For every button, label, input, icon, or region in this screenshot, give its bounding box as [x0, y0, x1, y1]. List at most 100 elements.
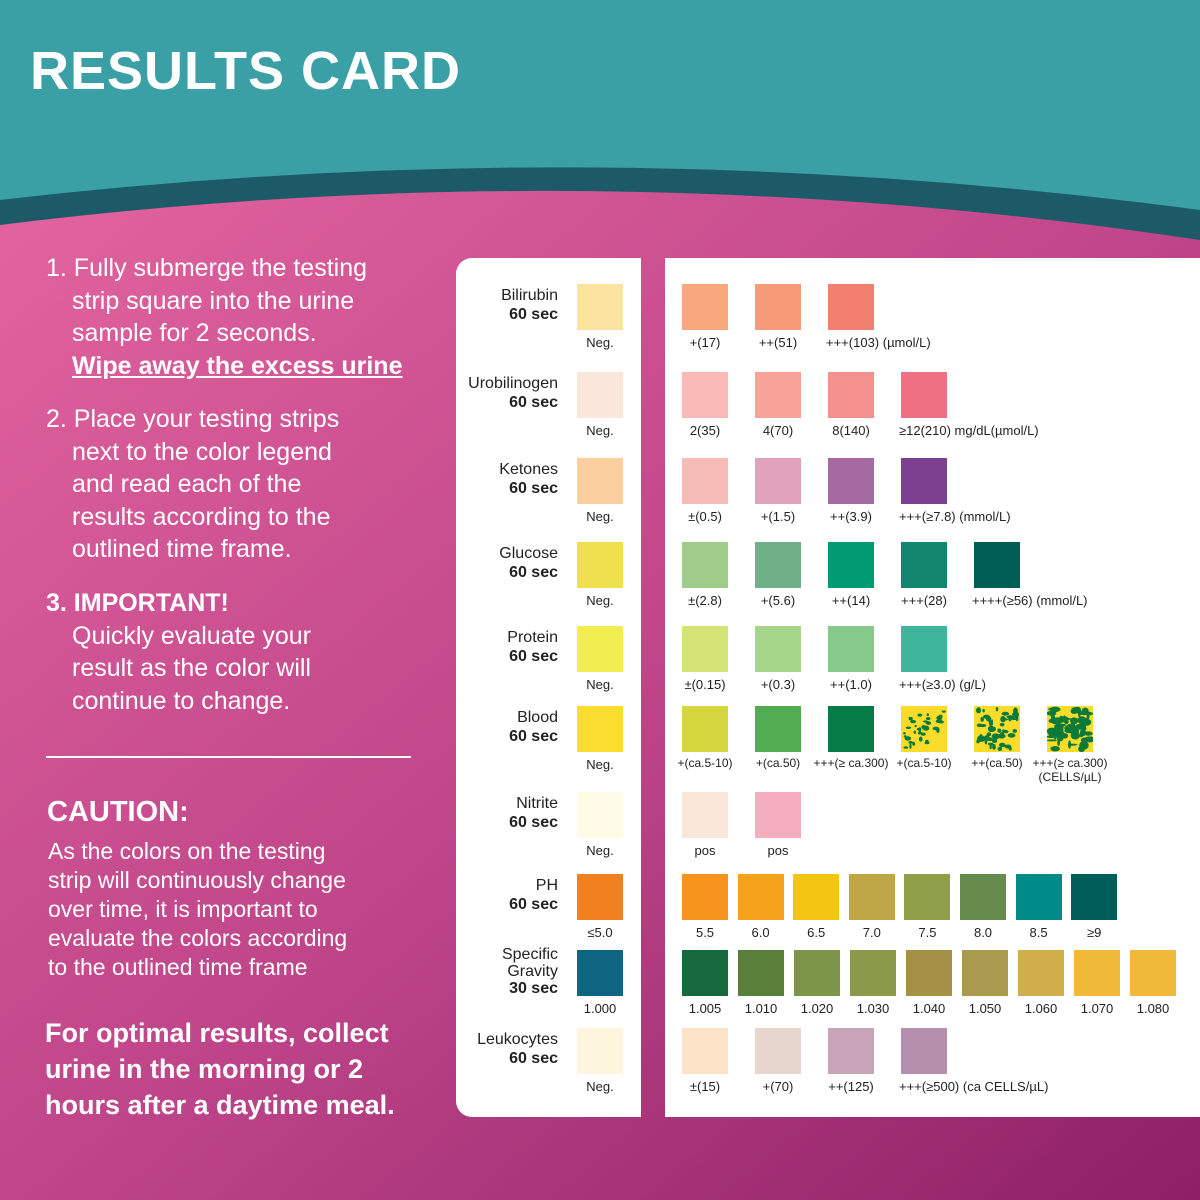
text-line: hours after a daytime meal. [45, 1090, 395, 1120]
spot [999, 742, 1006, 748]
spot [1000, 731, 1005, 738]
spot [989, 744, 992, 750]
text-line: Wipe away the excess urine [72, 351, 403, 380]
spot [997, 746, 1003, 752]
color-swatch [794, 950, 840, 996]
negative-swatch [577, 626, 623, 672]
swatch-label: +(0.3) [760, 677, 796, 692]
swatch-label: 1.080 [1136, 1001, 1170, 1016]
swatch-label: +++(≥ ca.300) (CELLS/µL) [1032, 756, 1108, 784]
color-swatch [755, 542, 801, 588]
color-swatch [793, 874, 840, 920]
spot [979, 734, 983, 740]
spot [982, 708, 985, 713]
spot [992, 743, 996, 750]
spot [1071, 707, 1081, 712]
swatch-label: ++(14) [831, 593, 871, 608]
spot [995, 706, 999, 712]
spot [918, 727, 922, 733]
color-swatch [738, 950, 784, 996]
row-label: Bilirubin 60 sec [501, 286, 558, 324]
color-swatch [848, 874, 895, 920]
spot [913, 730, 917, 734]
spot [1001, 718, 1009, 721]
row-name: Leukocytes [477, 1031, 558, 1048]
color-swatch [828, 1028, 874, 1074]
color-swatch [901, 1028, 947, 1074]
color-swatch [1130, 950, 1176, 996]
spot [912, 741, 916, 746]
negative-swatch [577, 458, 623, 504]
row-name: Ketones [499, 461, 558, 478]
text-line: strip will continuously change [48, 867, 346, 893]
tip-text: For optimal results, collect urine in the… [45, 1015, 395, 1123]
negative-swatch [577, 874, 623, 920]
spot [926, 713, 929, 717]
spot [1001, 711, 1010, 716]
color-swatch [974, 542, 1020, 588]
row-name: Urobilinogen [468, 375, 558, 392]
color-swatch [1071, 874, 1118, 920]
text-line: Quickly evaluate your [72, 621, 312, 650]
spot [1083, 711, 1094, 716]
negative-swatch [577, 950, 623, 996]
spot [1060, 731, 1065, 738]
swatch-label: ≥9 [1087, 925, 1102, 940]
spot [917, 713, 923, 717]
color-swatch [755, 458, 801, 504]
spot [1078, 734, 1084, 737]
text-line: sample for 2 seconds. [72, 319, 317, 347]
negative-swatch [577, 1028, 623, 1074]
spot [1070, 721, 1076, 730]
text-line: For optimal results, collect [45, 1018, 389, 1048]
color-swatch [737, 874, 784, 920]
row-label: Leukocytes 60 sec [477, 1030, 558, 1068]
swatch-label: +(1.5) [760, 509, 796, 524]
color-swatch [682, 626, 728, 672]
text-line: next to the color legend [72, 437, 332, 466]
swatch-label: 8.0 [973, 925, 993, 940]
color-swatch [755, 1028, 801, 1074]
color-swatch [828, 372, 874, 418]
swatch-label: 1.070 [1080, 1001, 1114, 1016]
row-time: 60 sec [509, 306, 558, 323]
text-line: result as the color will [72, 654, 311, 682]
swatch-label: ++(3.9) [830, 509, 872, 524]
caution-text: As the colors on the testing strip will c… [48, 837, 347, 982]
spot [925, 717, 931, 721]
row-label: Glucose 60 sec [499, 544, 558, 582]
color-swatch [850, 950, 896, 996]
spot [1067, 743, 1078, 746]
spot [904, 736, 912, 741]
swatch-label: ++(1.0) [830, 677, 872, 692]
color-swatch [682, 372, 728, 418]
swatch-label: ++++(≥56) (mmol/L) [972, 593, 1088, 608]
negative-label: Neg. [586, 677, 614, 692]
spot [1007, 733, 1016, 738]
row-name: PH [535, 877, 558, 894]
negative-label: 1.000 [583, 1001, 617, 1016]
swatch-label: 8.5 [1029, 925, 1048, 940]
negative-swatch [577, 542, 623, 588]
text-line: 1. Fully submerge the testing [46, 254, 367, 282]
spot [975, 707, 982, 714]
spot [1046, 735, 1057, 739]
swatch-label: ++(51) [758, 335, 798, 350]
swatch-label: ±(0.5) [688, 509, 722, 524]
color-swatch [901, 626, 947, 672]
row-time: 60 sec [509, 814, 558, 831]
swatch-label: 1.040 [912, 1001, 946, 1016]
text-line: to the outlined time frame [48, 954, 308, 980]
color-swatch [682, 1028, 728, 1074]
row-name: Bilirubin [501, 287, 558, 304]
spot [991, 738, 998, 744]
spot [1012, 711, 1019, 718]
color-swatch [682, 874, 728, 920]
page-title: RESULTS CARD [30, 41, 462, 101]
negative-label: Neg. [586, 423, 614, 438]
spot [1011, 717, 1019, 721]
row-name: Glucose [499, 545, 558, 562]
color-swatch [755, 372, 801, 418]
spot [1052, 719, 1064, 724]
color-swatch [828, 458, 874, 504]
